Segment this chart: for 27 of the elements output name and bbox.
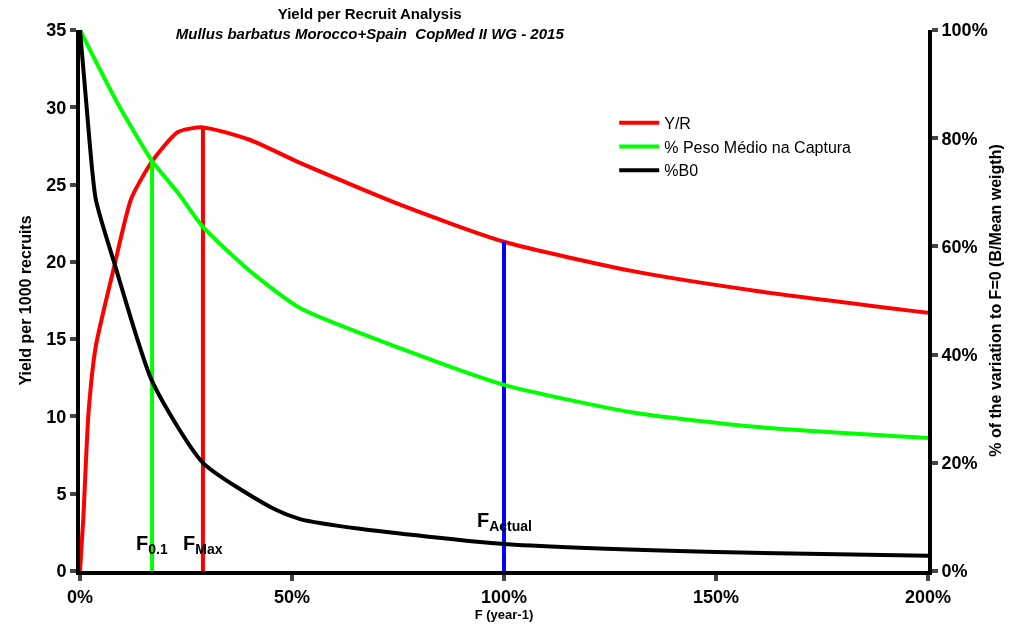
x-tick-label: 200% [904, 586, 952, 607]
legend-label: %B0 [664, 162, 699, 180]
y2-tick-label: 60% [941, 236, 978, 257]
y-tick-label: 0 [56, 561, 67, 582]
x-tick-label: 0% [66, 586, 94, 607]
y-tick-label: 20 [46, 252, 67, 273]
chart-subtitle: Mullus barbatus Morocco+Spain CopMed II WG - 2015 [175, 24, 565, 42]
legend-label: % Peso Médio na Captura [664, 138, 852, 156]
chart-title: Yield per Recruit Analysis [277, 5, 462, 23]
x-tick-label: 100% [480, 586, 528, 607]
y2-tick-label: 20% [941, 453, 978, 474]
y-tick-label: 10 [46, 406, 67, 427]
x-tick-label: 50% [273, 586, 311, 607]
y2-tick-label: 40% [941, 344, 978, 365]
y-tick-label: 30 [46, 97, 67, 118]
y2-tick-label: 100% [941, 20, 988, 41]
y-tick-label: 35 [46, 20, 67, 41]
y2-axis-title: % of the variation to F=0 (B/Mean weigth) [986, 144, 1004, 457]
y2-tick-label: 0% [941, 561, 968, 582]
x-axis-title: F (year-1) [474, 606, 534, 622]
y2-tick-label: 80% [941, 128, 978, 149]
y-tick-label: 5 [56, 484, 67, 505]
y-axis-title: Yield per 1000 recruits [16, 215, 34, 386]
y-tick-label: 15 [46, 329, 67, 350]
x-tick-label: 150% [692, 586, 740, 607]
legend-label: Y/R [664, 114, 691, 132]
y-tick-label: 25 [46, 174, 67, 195]
